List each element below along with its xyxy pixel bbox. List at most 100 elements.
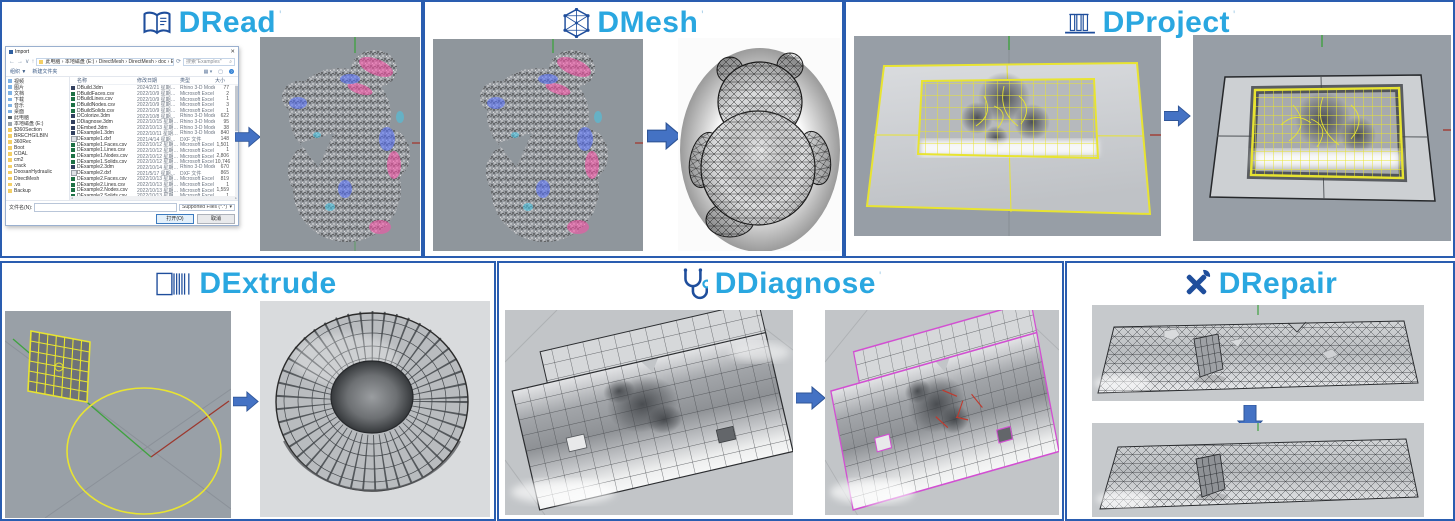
col-date[interactable]: 修改日期 bbox=[137, 78, 158, 84]
tree-item[interactable]: 文档 bbox=[8, 90, 69, 96]
repaired-mesh-viewport[interactable] bbox=[1092, 423, 1424, 517]
file-row[interactable]: DBuildLines.csv 2022/10/9 星期… Microsoft … bbox=[70, 96, 238, 103]
new-folder-button[interactable]: 新建文件夹 bbox=[32, 69, 58, 75]
file-row[interactable]: DBuildSolids.csv 2022/10/9 星期… Microsoft… bbox=[70, 108, 238, 114]
tree-item[interactable]: crack bbox=[8, 163, 69, 169]
projected-result-viewport[interactable] bbox=[1193, 35, 1451, 241]
tree-item-label: COAL bbox=[14, 151, 28, 158]
folder-icon bbox=[39, 59, 44, 64]
open-button[interactable]: 打开(O) bbox=[156, 213, 194, 224]
forward-icon[interactable]: → bbox=[17, 58, 23, 65]
flagged-hole bbox=[996, 425, 1014, 444]
horizontal-scrollbar[interactable]: ◂ ▸ bbox=[70, 196, 238, 200]
file-row[interactable]: DExample1.dxf 2021/4/14 星期… DXF 文件 148 bbox=[70, 136, 238, 143]
up-icon[interactable]: ↑ bbox=[31, 58, 35, 65]
file-row[interactable]: DExample1.3dm 2022/10/11 星期… Rhino 3-D M… bbox=[70, 130, 238, 137]
back-icon[interactable]: ← bbox=[9, 58, 15, 65]
file-row[interactable]: DExample2.dxf 2021/5/17 星期… DXF 文件 865 bbox=[70, 170, 238, 177]
file-row[interactable]: DExample2.3dm 2022/10/14 星期… Rhino 3-D M… bbox=[70, 164, 238, 171]
tree-item[interactable]: .vs bbox=[8, 182, 69, 188]
close-icon[interactable]: ✕ bbox=[230, 48, 235, 55]
file-row[interactable]: DBuildNodes.csv 2022/10/9 星期… Microsoft … bbox=[70, 102, 238, 108]
breadcrumb[interactable]: 此电脑 › 本地磁盘 (E:) › DirectMesh › DirectMes… bbox=[36, 57, 174, 66]
file-list-header[interactable]: 名称 修改日期 类型 大小 bbox=[70, 77, 238, 85]
dialog-titlebar[interactable]: Import ✕ bbox=[6, 47, 238, 56]
mesh-viewport[interactable] bbox=[678, 38, 840, 251]
col-size[interactable]: 大小 bbox=[215, 78, 226, 84]
file-type-icon bbox=[71, 193, 75, 196]
file-row[interactable]: DExample2.Solids.csv 2022/10/13 星期… Micr… bbox=[70, 193, 238, 196]
file-date: 2022/10/12 星期… bbox=[137, 142, 179, 149]
scroll-left-icon[interactable]: ◂ bbox=[71, 196, 73, 200]
tree-item[interactable]: 视频 bbox=[8, 78, 69, 84]
col-name[interactable]: 名称 bbox=[77, 78, 88, 84]
tree-item[interactable]: DirectMesh bbox=[8, 176, 69, 182]
help-icon[interactable]: ? bbox=[229, 69, 234, 74]
extrude-icon bbox=[156, 272, 190, 296]
point-cloud-viewport[interactable] bbox=[260, 37, 420, 251]
point-cloud-viewport[interactable] bbox=[433, 39, 643, 251]
scroll-right-icon[interactable]: ▸ bbox=[235, 196, 237, 200]
tree-item[interactable]: 下载 bbox=[8, 96, 69, 102]
surface-with-mesh-viewport[interactable] bbox=[854, 36, 1161, 236]
file-size: 819 bbox=[220, 175, 229, 182]
dialog-title: Import bbox=[15, 48, 30, 55]
file-row[interactable]: DExample2.Nodes.csv 2022/10/13 星期… Micro… bbox=[70, 187, 238, 194]
file-type: DXF 文件 bbox=[180, 136, 202, 143]
tree-item[interactable]: $360Section bbox=[8, 127, 69, 133]
preview-pane-icon[interactable]: ▢ bbox=[218, 68, 223, 75]
history-dropdown-icon[interactable]: ∨ bbox=[25, 58, 30, 65]
file-row[interactable]: DExample1.Lines.csv 2022/10/12 星期… Micro… bbox=[70, 147, 238, 154]
filename-input[interactable] bbox=[34, 202, 177, 212]
file-date: 2022/10/14 星期… bbox=[137, 164, 179, 171]
file-row[interactable]: DBuildFaces.csv 2022/10/9 星期… Microsoft … bbox=[70, 91, 238, 97]
file-name: DExample2.Solids.csv bbox=[77, 192, 127, 196]
panel-title: DRead bbox=[178, 6, 277, 39]
file-row[interactable]: DColorize.3dm 2022/10/8 星期… Rhino 3-D Mo… bbox=[70, 113, 238, 120]
file-size: 1,559 bbox=[216, 187, 229, 194]
tree-item[interactable]: 图片 bbox=[8, 84, 69, 90]
file-row[interactable]: DExample1.Nodes.csv 2022/10/12 星期… Micro… bbox=[70, 153, 238, 160]
col-type[interactable]: 类型 bbox=[180, 78, 191, 84]
tree-item[interactable]: Backup bbox=[8, 188, 69, 194]
file-row[interactable]: DExample1.Solids.csv 2022/10/12 星期… Micr… bbox=[70, 159, 238, 165]
filetype-select[interactable]: Supported Files (*.*) ▾ bbox=[179, 203, 235, 211]
broken-mesh-viewport[interactable] bbox=[1092, 305, 1424, 401]
extrude-input-viewport[interactable] bbox=[5, 311, 231, 518]
tree-item[interactable]: 360Rec bbox=[8, 139, 69, 145]
file-name: DBuild.3dm bbox=[77, 85, 103, 91]
organize-button[interactable]: 组织 ▼ bbox=[10, 69, 27, 75]
refresh-icon[interactable]: ⟳ bbox=[175, 58, 181, 65]
diagnose-result-viewport[interactable] bbox=[825, 310, 1059, 515]
tree-item[interactable]: Boot bbox=[8, 145, 69, 151]
diagnose-input-viewport[interactable] bbox=[505, 310, 793, 515]
file-type: Microsoft Excel 逗… bbox=[180, 91, 215, 98]
file-date: 2022/10/13 星期… bbox=[137, 192, 180, 196]
file-size: 77 bbox=[223, 85, 229, 91]
file-type-icon bbox=[71, 142, 75, 147]
file-type: Microsoft Excel 逗… bbox=[180, 159, 215, 166]
file-name: DDiagnose.3dm bbox=[77, 118, 113, 125]
tree-item[interactable]: 桌面 bbox=[8, 108, 69, 115]
tree-item[interactable]: 此电脑 bbox=[8, 115, 69, 121]
tree-item[interactable]: 本地磁盘 (E:) bbox=[8, 121, 69, 127]
tree-item[interactable]: DoosanHydraulic bbox=[8, 169, 69, 175]
tree-item[interactable]: BRECHGILBIN bbox=[8, 133, 69, 139]
file-row[interactable]: DDiagnose.3dm 2022/10/15 星期… Rhino 3-D M… bbox=[70, 119, 238, 125]
file-row[interactable]: DBuild.3dm 2024/2/21 星期… Rhino 3-D Model… bbox=[70, 85, 238, 91]
view-mode-icon[interactable]: ▦ ▾ bbox=[203, 68, 213, 75]
file-row[interactable]: DEmbed.3dm 2022/10/13 星期… Rhino 3-D Mode… bbox=[70, 125, 238, 131]
file-row[interactable]: DExample2.Lines.csv 2022/10/13 星期… Micro… bbox=[70, 182, 238, 188]
triangulated-bear-mesh bbox=[680, 48, 840, 251]
tree-item[interactable]: COAL bbox=[8, 151, 69, 157]
file-row[interactable]: DExample1.Faces.csv 2022/10/12 星期… Micro… bbox=[70, 142, 238, 148]
search-input[interactable]: 搜索"Examples" ⌕ bbox=[183, 57, 235, 66]
file-type-icon bbox=[71, 154, 75, 159]
file-row[interactable]: DExample2.Faces.csv 2022/10/13 星期… Micro… bbox=[70, 176, 238, 182]
torus-viewport[interactable] bbox=[260, 301, 490, 517]
arrow-right-icon bbox=[233, 391, 259, 412]
cancel-button[interactable]: 取消 bbox=[197, 213, 235, 224]
tree-item[interactable]: cm2 bbox=[8, 157, 69, 163]
file-type-icon bbox=[71, 159, 75, 164]
tree-item[interactable]: 音乐 bbox=[8, 102, 69, 108]
